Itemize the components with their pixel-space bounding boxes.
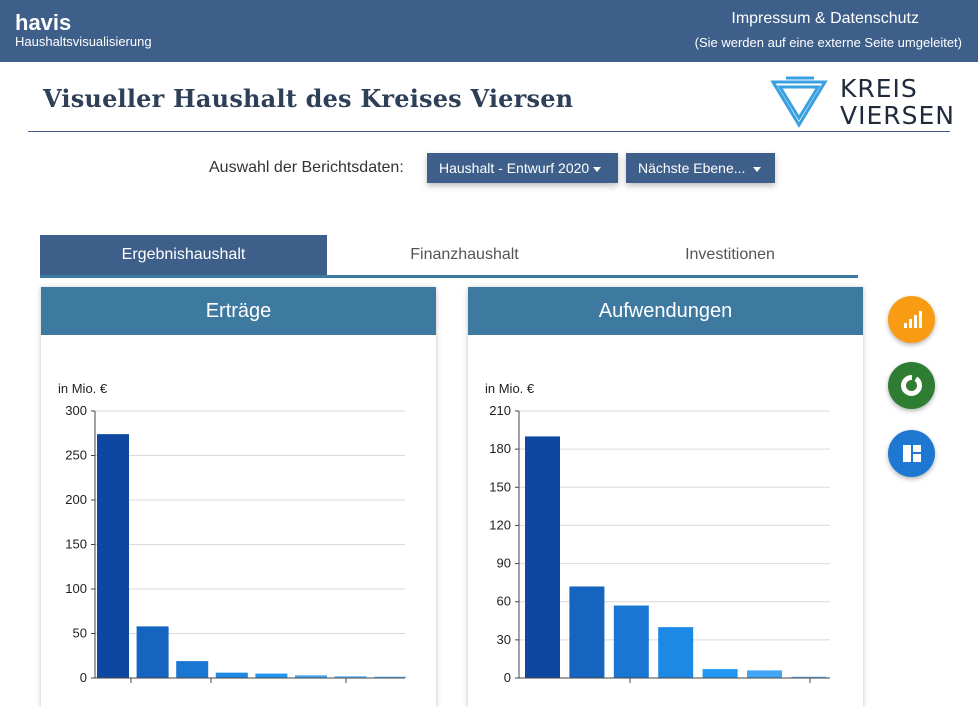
expenses-card: Aufwendungen in Mio. € 0 30 60 90 120 150 180 21…	[468, 287, 863, 707]
budget-tabs: Ergebnishaushalt Finanzhaushalt Investit…	[40, 235, 858, 278]
level-dropdown[interactable]: Nächste Ebene...	[626, 153, 775, 183]
budget-dropdown[interactable]: Haushalt - Entwurf 2020	[427, 153, 618, 183]
bar[interactable]	[295, 675, 327, 678]
bar[interactable]	[569, 586, 605, 678]
bar[interactable]	[176, 661, 209, 678]
expenses-chart: in Mio. € 0 30 60 90 120 150 180 210	[485, 381, 830, 685]
impressum: Impressum & Datenschutz (Sie werden auf …	[695, 9, 962, 51]
title-divider	[28, 131, 950, 132]
bar[interactable]	[658, 627, 694, 678]
brand[interactable]: havis Haushaltsvisualisierung	[15, 11, 152, 49]
budget-dropdown-value: Haushalt - Entwurf 2020	[439, 160, 590, 176]
bar-chart-icon	[904, 311, 922, 328]
y-tick-label: 180	[489, 441, 511, 456]
bar[interactable]	[215, 672, 248, 678]
revenue-card-title: Erträge	[41, 287, 436, 335]
bar[interactable]	[747, 670, 782, 678]
caret-down-icon	[593, 166, 602, 172]
bar[interactable]	[613, 605, 649, 678]
bar[interactable]	[791, 676, 827, 678]
logo-mark-icon	[770, 76, 828, 128]
bar[interactable]	[255, 673, 288, 678]
y-tick-label: 150	[489, 479, 511, 494]
revenue-chart: in Mio. € 0 50 100 150 200 250 300	[58, 381, 407, 685]
brand-subtitle: Haushaltsvisualisierung	[15, 34, 152, 49]
caret-down-icon	[753, 166, 762, 172]
bar-chart-view-button[interactable]	[888, 296, 935, 343]
page-title: Visueller Haushalt des Kreises Viersen	[43, 84, 574, 113]
tab-finanzhaushalt[interactable]: Finanzhaushalt	[410, 246, 519, 263]
brand-title: havis	[15, 10, 72, 35]
bar[interactable]	[136, 626, 169, 678]
y-tick-label: 50	[73, 626, 87, 641]
y-axis-unit-label: in Mio. €	[485, 381, 535, 396]
top-bar: havis Haushaltsvisualisierung Impressum …	[0, 0, 978, 62]
level-dropdown-value: Nächste Ebene...	[638, 160, 746, 176]
bar[interactable]	[525, 436, 560, 678]
tab-investitionen[interactable]: Investitionen	[685, 246, 775, 263]
y-tick-label: 90	[497, 556, 511, 571]
treemap-icon	[903, 445, 921, 462]
logo-line-2: VIERSEN	[840, 101, 956, 130]
y-tick-label: 0	[504, 670, 511, 685]
donut-chart-view-button[interactable]	[888, 362, 935, 409]
revenue-card: Erträge in Mio. € 0 50 100 150 200 250 300	[41, 287, 436, 707]
y-tick-label: 0	[80, 670, 87, 685]
y-axis-unit-label: in Mio. €	[58, 381, 108, 396]
bar[interactable]	[97, 434, 129, 678]
y-tick-label: 210	[489, 403, 511, 418]
kreis-viersen-logo: KREIS VIERSEN	[770, 75, 954, 129]
logo-text: KREIS VIERSEN	[840, 75, 955, 129]
y-tick-label: 250	[65, 448, 87, 463]
bar[interactable]	[374, 676, 407, 678]
y-tick-label: 60	[497, 594, 511, 609]
treemap-view-button[interactable]	[888, 430, 935, 477]
logo-line-1: KREIS	[840, 74, 918, 103]
y-tick-label: 30	[497, 632, 511, 647]
y-tick-label: 100	[65, 581, 87, 596]
y-tick-label: 200	[65, 492, 87, 507]
bar[interactable]	[334, 676, 367, 678]
impressum-note: (Sie werden auf eine externe Seite umgel…	[694, 35, 962, 50]
bar[interactable]	[702, 669, 738, 678]
expenses-card-title: Aufwendungen	[468, 287, 863, 335]
y-tick-label: 300	[65, 403, 87, 418]
y-tick-label: 150	[65, 537, 87, 552]
report-data-label: Auswahl der Berichtsdaten:	[209, 159, 404, 176]
tab-ergebnishaushalt[interactable]: Ergebnishaushalt	[40, 235, 327, 275]
impressum-link[interactable]: Impressum & Datenschutz	[731, 10, 919, 27]
donut-chart-icon	[901, 375, 922, 396]
y-tick-label: 120	[489, 517, 511, 532]
